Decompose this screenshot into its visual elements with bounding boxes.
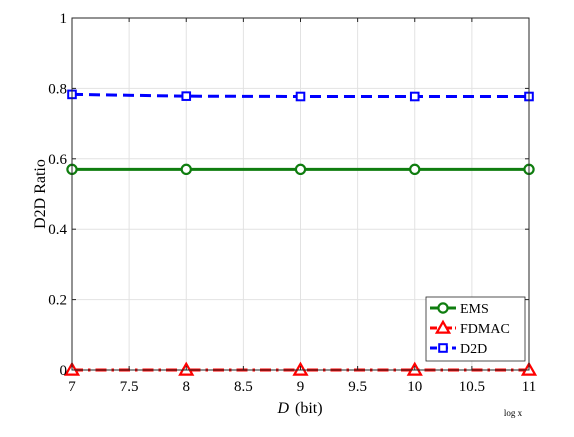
point-ems-3 xyxy=(409,163,421,176)
legend-entry-d2d: D2D xyxy=(430,342,487,357)
x-tick-label-6: 10 xyxy=(407,379,422,395)
legend-entry-fdmac: FDMAC xyxy=(430,319,510,337)
point-ems-2 xyxy=(294,163,307,176)
legend: EMS FDMAC D2D xyxy=(425,296,526,362)
x-tick-labels: 7 7.5 8 8.5 9 9.5 10 10.5 11 xyxy=(68,379,536,395)
y-tick-label-4: 0.8 xyxy=(48,81,67,97)
legend-label-ems: EMS xyxy=(460,302,489,317)
y-tick-labels: 0 0.2 0.4 0.6 0.8 1 xyxy=(48,11,67,379)
x-tick-label-5: 9.5 xyxy=(348,379,367,395)
corner-note: log x xyxy=(504,408,523,418)
legend-marker-ems xyxy=(437,302,449,314)
y-tick-label-3: 0.6 xyxy=(48,152,67,168)
x-axis-symbol: D xyxy=(276,400,289,417)
y-axis-title: D2D Ratio xyxy=(32,159,49,229)
x-tick-label-1: 7.5 xyxy=(120,379,139,395)
x-tick-label-4: 9 xyxy=(297,379,305,395)
point-d2d-1 xyxy=(181,91,192,101)
legend-label-d2d: D2D xyxy=(460,342,487,357)
x-tick-label-3: 8.5 xyxy=(234,379,253,395)
y-tick-label-0: 0 xyxy=(60,363,68,379)
y-tick-label-2: 0.4 xyxy=(48,222,67,238)
x-tick-label-2: 8 xyxy=(183,379,191,395)
y-tick-label-5: 1 xyxy=(60,11,68,27)
x-tick-label-7: 10.5 xyxy=(459,379,485,395)
x-axis-title: D (bit) xyxy=(276,400,322,417)
x-tick-label-8: 11 xyxy=(522,379,536,395)
x-axis-unit: (bit) xyxy=(295,400,323,417)
point-d2d-3 xyxy=(409,91,420,102)
ticks xyxy=(71,17,530,371)
legend-label-fdmac: FDMAC xyxy=(460,322,510,337)
x-tick-label-0: 7 xyxy=(68,379,76,395)
point-ems-1 xyxy=(180,163,192,176)
legend-marker-fdmac xyxy=(434,319,452,334)
legend-marker-d2d xyxy=(438,343,448,353)
legend-entry-ems: EMS xyxy=(430,302,489,317)
point-d2d-2 xyxy=(295,91,306,102)
y-tick-label-1: 0.2 xyxy=(48,293,67,309)
